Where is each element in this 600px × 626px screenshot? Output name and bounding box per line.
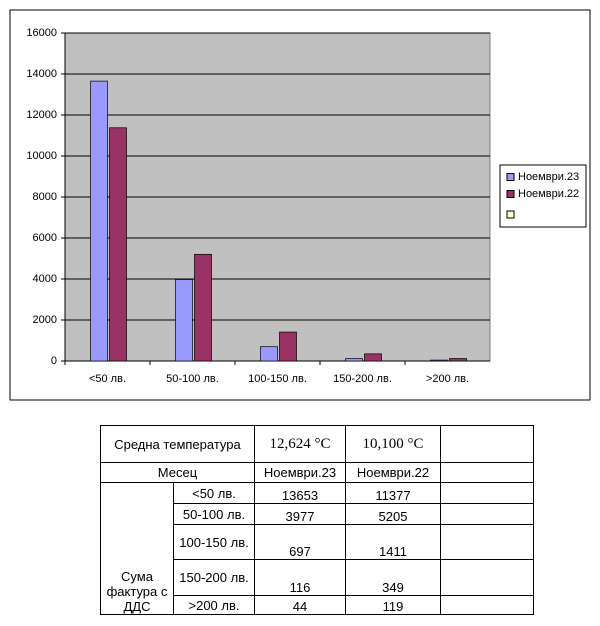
legend-swatch — [506, 210, 515, 219]
cell: 119 — [345, 595, 441, 615]
cell: 44 — [254, 595, 346, 615]
x-tick-label: 50-100 лв. — [166, 373, 219, 385]
cell — [440, 559, 534, 596]
cell — [440, 482, 534, 504]
cell: 116 — [254, 559, 346, 596]
x-tick-label: 150-200 лв. — [333, 373, 392, 385]
cell: Средна температура — [100, 425, 255, 463]
y-tick-label: 10000 — [26, 150, 57, 162]
cell: Ноември.23 — [254, 462, 346, 483]
x-tick-label: <50 лв. — [89, 373, 126, 385]
cell — [440, 503, 534, 525]
cell: 10,100 °C — [345, 425, 441, 463]
cell — [440, 425, 534, 463]
y-tick-label: 0 — [51, 355, 57, 367]
legend-label: Ноември.22 — [518, 188, 579, 200]
cell: 3977 — [254, 503, 346, 525]
bar — [90, 80, 108, 362]
cell: Ноември.22 — [345, 462, 441, 483]
bar — [279, 331, 297, 362]
cell: 50-100 лв. — [173, 503, 255, 525]
bar — [449, 358, 467, 362]
cell: >200 лв. — [173, 595, 255, 615]
cell: Месец — [100, 462, 255, 483]
cell — [440, 524, 534, 560]
cell — [440, 595, 534, 615]
cell: 697 — [254, 524, 346, 560]
row: 150-200 лв. 116 349 — [101, 559, 534, 596]
y-tick-label: 6000 — [33, 232, 57, 244]
cell: 150-200 лв. — [173, 559, 255, 596]
y-tick-label: 16000 — [26, 27, 57, 39]
legend-swatch — [506, 173, 515, 181]
bar — [260, 346, 278, 362]
y-tick-label: 4000 — [33, 273, 57, 285]
cell: 5205 — [345, 503, 441, 525]
row: Сума фактура с ДДС <50 лв. 13653 11377 — [100, 482, 534, 615]
bar — [430, 359, 448, 362]
bar — [194, 253, 212, 362]
cell: 13653 — [254, 482, 346, 504]
legend-label: Ноември.23 — [518, 171, 579, 183]
bar — [175, 279, 193, 362]
y-tick-label: 12000 — [26, 109, 57, 121]
bar — [109, 127, 127, 362]
cell: 1411 — [345, 524, 441, 560]
y-tick-label: 2000 — [33, 314, 57, 326]
legend-swatch — [506, 190, 515, 198]
cell: 12,624 °C — [254, 425, 346, 463]
row: >200 лв. 44 119 — [101, 595, 534, 615]
cell: 11377 — [345, 482, 441, 504]
bar — [345, 358, 363, 362]
cell: 349 — [345, 559, 441, 596]
y-tick-label: 8000 — [33, 191, 57, 203]
chart: 0 2000 4000 6000 8000 10000 12000 14000 16000 <50… — [9, 9, 591, 401]
cell: 100-150 лв. — [173, 524, 255, 560]
y-tick-label: 14000 — [26, 68, 57, 80]
x-tick-label: 100-150 лв. — [248, 373, 307, 385]
x-tick-label: >200 лв. — [426, 373, 469, 385]
row: 100-150 лв. 697 1411 — [101, 524, 534, 560]
cell — [440, 462, 534, 483]
bar — [364, 353, 382, 362]
cell: <50 лв. — [173, 482, 255, 504]
data-table: Средна температура 12,624 °C 10,100 °C Мес… — [100, 425, 534, 615]
cell: Сума фактура с ДДС — [100, 482, 174, 615]
